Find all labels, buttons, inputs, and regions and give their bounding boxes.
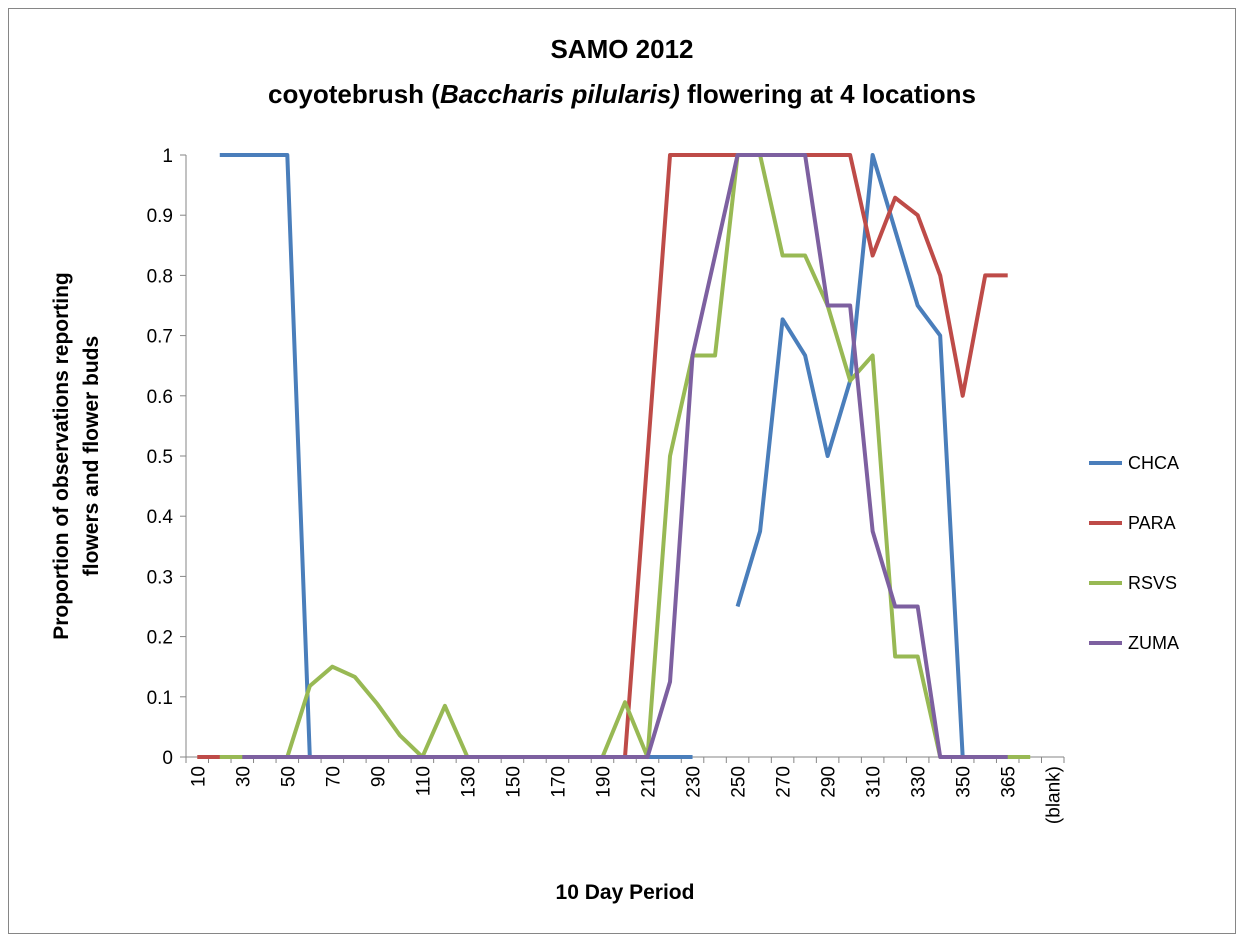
y-tick-label: 0.9 [147, 206, 173, 227]
y-axis-title-line-1: Proportion of observations reporting [50, 272, 73, 640]
chart-frame [8, 8, 1236, 934]
title-part: flowering at 4 locations [680, 79, 976, 109]
y-tick-label: 0 [162, 748, 173, 769]
legend-label: RSVS [1128, 573, 1177, 593]
legend-label: PARA [1128, 513, 1176, 533]
y-tick-label: 0.3 [147, 567, 173, 588]
legend-label: CHCA [1128, 453, 1179, 473]
y-axis-title-line-2: flowers and flower buds [80, 336, 103, 576]
y-tick-label: 0.6 [147, 387, 173, 408]
y-tick-label: 0.8 [147, 266, 173, 287]
x-tick-label: 70 [323, 766, 344, 787]
x-tick-label: 30 [233, 766, 254, 787]
x-tick-label: 110 [413, 766, 434, 796]
y-tick-label: 0.4 [147, 507, 174, 528]
x-tick-label: 310 [864, 766, 885, 798]
series-line [219, 153, 1031, 759]
x-tick-label: 150 [503, 766, 524, 798]
title-part: coyotebrush ( [268, 79, 440, 109]
x-tick-label: 10 [188, 766, 209, 787]
y-tick-label: 1 [162, 146, 173, 167]
x-tick-label: 130 [458, 766, 479, 798]
legend-label: ZUMA [1128, 633, 1179, 653]
x-tick-label: 330 [909, 766, 930, 798]
title-part: Baccharis pilularis) [440, 79, 680, 109]
x-tick-label: (blank) [1044, 766, 1065, 824]
series-line [242, 153, 1008, 759]
x-tick-label: 250 [729, 766, 750, 798]
x-tick-label: 290 [819, 766, 840, 798]
y-tick-label: 0.1 [147, 688, 173, 709]
x-tick-label: 365 [999, 766, 1020, 798]
x-tick-label: 350 [954, 766, 975, 798]
x-tick-label: 50 [278, 766, 299, 787]
chart-title-line-1: SAMO 2012 [550, 34, 693, 64]
x-axis-title: 10 Day Period [556, 881, 695, 904]
y-tick-label: 0.2 [147, 628, 173, 649]
x-tick-label: 190 [593, 766, 614, 798]
x-tick-label: 270 [774, 766, 795, 798]
x-tick-label: 210 [639, 766, 660, 798]
x-tick-label: 90 [368, 766, 389, 787]
y-tick-label: 0.7 [147, 327, 173, 348]
x-tick-label: 230 [684, 766, 705, 798]
chart-title-line-2: coyotebrush (Baccharis pilularis) flower… [268, 79, 976, 109]
x-tick-label: 170 [548, 766, 569, 798]
y-tick-label: 0.5 [147, 447, 173, 468]
